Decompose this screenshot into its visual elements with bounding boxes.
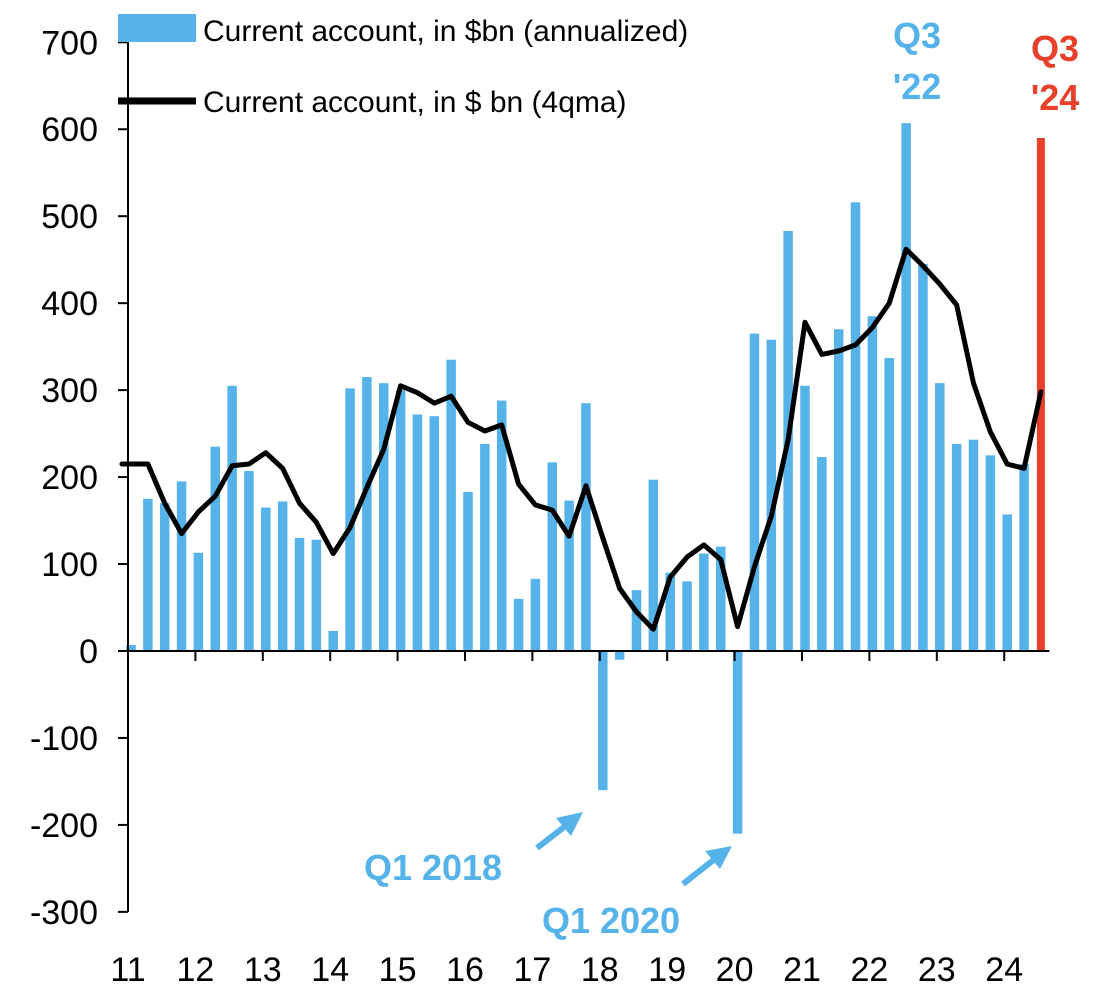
bar-q1-2017 — [530, 578, 541, 651]
bar-q4-2013 — [311, 539, 322, 651]
x-tick-label: 21 — [783, 951, 821, 989]
bars-layer — [126, 123, 1045, 834]
bar-q1-2012 — [193, 552, 204, 651]
x-tick-label: 20 — [716, 951, 754, 989]
y-tick-label: 600 — [41, 111, 98, 149]
line-layer — [119, 246, 1044, 632]
bar-q4-2023 — [985, 455, 996, 651]
bar-q1-2020 — [732, 651, 743, 834]
y-tick-label: 300 — [41, 372, 98, 410]
bar-q3-2018 — [631, 590, 642, 651]
bar-q4-2011 — [176, 481, 187, 651]
bar-q4-2012 — [244, 470, 254, 651]
bar-q3-2022 — [901, 123, 911, 651]
annotation-q1-2020: Q1 2020 — [542, 900, 680, 941]
bar-q3-2014 — [362, 377, 372, 651]
y-tick-label: 100 — [41, 546, 98, 584]
bar-q3-2021 — [833, 329, 844, 651]
annotation-q3-22-line2: '22 — [893, 66, 942, 107]
bar-q2-2015 — [412, 414, 423, 651]
bar-q3-2016 — [496, 400, 507, 651]
bar-q4-2017 — [581, 403, 591, 651]
bar-q3-2013 — [294, 537, 305, 651]
bar-q4-2015 — [446, 359, 456, 651]
y-tick-label: 200 — [41, 459, 98, 497]
bar-q2-2016 — [480, 444, 490, 651]
bar-q4-2022 — [918, 264, 928, 651]
x-tick-label: 24 — [985, 951, 1023, 989]
bar-q1-2015 — [395, 390, 406, 651]
bar-q1-2013 — [261, 507, 271, 651]
annotation-q3-24-line1: Q3 — [1031, 28, 1079, 69]
bar-q2-2024 — [1019, 464, 1029, 651]
bar-q1-2024 — [1002, 514, 1012, 651]
annotation-q3-24-line2: '24 — [1031, 77, 1080, 118]
bar-q3-2017 — [564, 500, 574, 651]
legend: Current account, in $bn (annualized) Cur… — [118, 14, 688, 119]
x-tick-label: 12 — [176, 951, 214, 989]
bar-q2-2011 — [143, 498, 153, 651]
bar-q4-2018 — [648, 479, 659, 651]
bar-q2-2013 — [277, 501, 288, 651]
bar-q2-2019 — [682, 581, 692, 651]
annotation-q1-2018: Q1 2018 — [364, 847, 502, 888]
bar-q1-2018 — [598, 651, 608, 791]
y-tick-label: -300 — [30, 894, 98, 932]
x-tick-label: 13 — [244, 951, 282, 989]
x-tick-label: 11 — [110, 951, 145, 989]
y-tick-label: 500 — [41, 198, 98, 236]
legend-bar-swatch — [118, 14, 196, 42]
bar-q2-2014 — [345, 388, 355, 651]
annotation-q3-22-line1: Q3 — [893, 15, 941, 56]
x-tick-label: 17 — [513, 951, 551, 989]
x-tick-label: 19 — [648, 951, 686, 989]
bar-q2-2012 — [210, 446, 220, 651]
y-tick-label: 700 — [41, 24, 98, 62]
bar-q4-2016 — [513, 598, 524, 651]
x-tick-label: 14 — [311, 951, 349, 989]
axes-layer: 700 600 500 400 300 200 100 0 -100 -200 -300 11 12 13… — [30, 24, 1050, 989]
bar-q1-2011 — [126, 644, 136, 651]
bar-q3-2019 — [699, 553, 709, 651]
y-tick-label: 0 — [79, 633, 98, 671]
bar-q3-2023 — [968, 439, 979, 651]
bar-q2-2018 — [614, 651, 625, 660]
y-tick-label: -100 — [30, 720, 98, 758]
bar-q2-2022 — [884, 357, 894, 651]
bar-q1-2014 — [328, 631, 338, 651]
bar-q3-2015 — [429, 416, 440, 651]
legend-line-label: Current account, in $ bn (4qma) — [203, 86, 627, 119]
annotations-layer: Q3 '22 Q3 '24 Q1 2018 Q1 2020 — [364, 15, 1079, 941]
bar-q2-2020 — [749, 333, 760, 651]
bar-q3-2012 — [227, 385, 237, 651]
bar-q4-2021 — [850, 202, 861, 652]
y-tick-label: 400 — [41, 285, 98, 323]
bar-q1-2019 — [665, 572, 675, 651]
x-tick-label: 18 — [581, 951, 619, 989]
series-line-4qma — [119, 246, 1044, 632]
bar-q2-2017 — [547, 462, 557, 651]
arrow-q1-2020 — [681, 846, 732, 887]
bar-q4-2014 — [379, 383, 389, 651]
legend-bar-label: Current account, in $bn (annualized) — [203, 15, 688, 48]
bar-q3-2011 — [159, 503, 170, 651]
bar-q1-2022 — [867, 316, 878, 651]
x-tick-label: 16 — [446, 951, 484, 989]
y-tick-label: -200 — [30, 807, 98, 845]
bar-q1-2023 — [935, 383, 945, 651]
x-tick-label: 22 — [850, 951, 888, 989]
arrow-q1-2018 — [535, 812, 583, 851]
x-tick-label: 15 — [379, 951, 417, 989]
bar-q1-2021 — [800, 385, 810, 651]
bar-q4-2019 — [716, 546, 726, 651]
bar-q3-2020 — [766, 339, 777, 651]
x-tick-label: 23 — [918, 951, 956, 989]
bar-q2-2023 — [951, 444, 962, 651]
bar-q1-2016 — [463, 491, 473, 651]
bar-q2-2021 — [817, 457, 827, 651]
